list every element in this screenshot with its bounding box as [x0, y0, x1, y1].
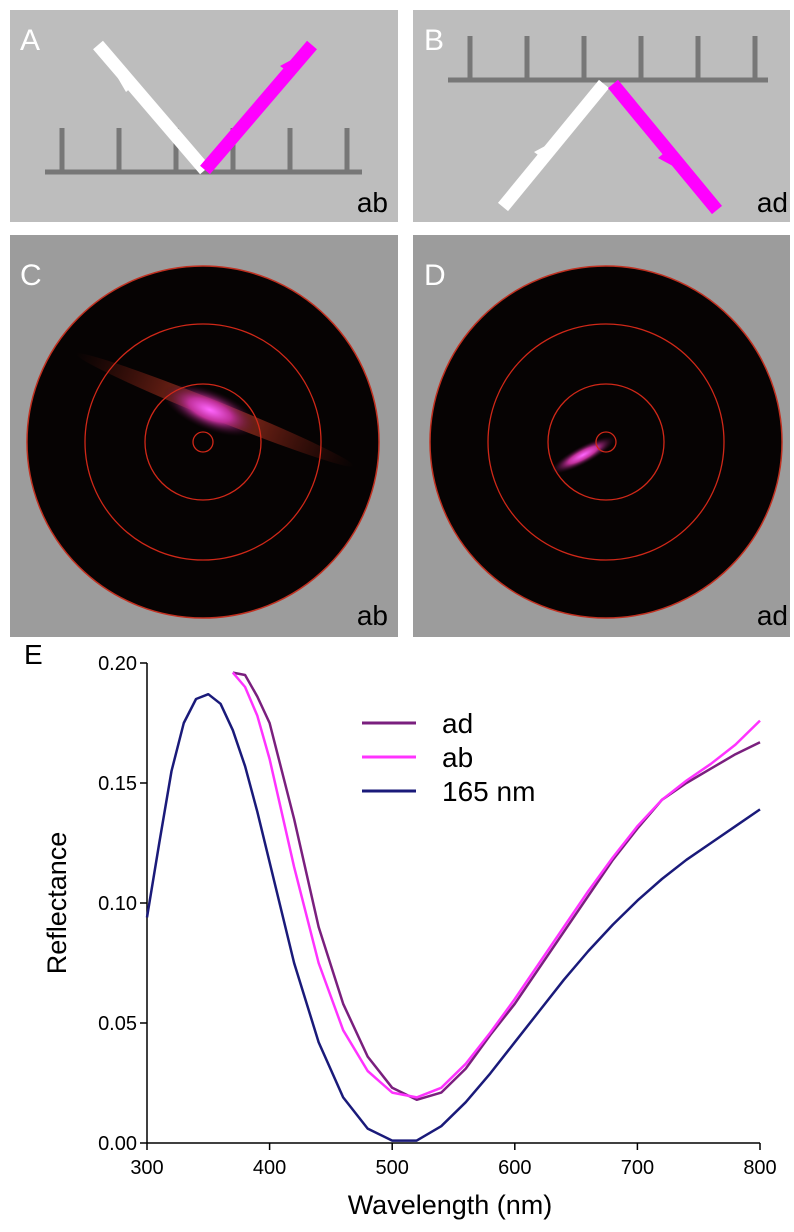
arrow	[534, 138, 560, 162]
y-tick-label: 0.05	[98, 1013, 137, 1035]
panel-b: B ad	[413, 10, 790, 222]
y-tick-label: 0.15	[98, 773, 137, 795]
panel-tag: ad	[757, 600, 788, 631]
panel-a: A ab	[10, 10, 398, 222]
y-tick-label: 0.10	[98, 893, 137, 915]
reflected-beam	[607, 79, 723, 215]
legend-label: ab	[442, 742, 473, 773]
panel-label: D	[424, 259, 446, 292]
grating	[45, 128, 362, 175]
series-line	[145, 692, 761, 1142]
x-tick-label: 400	[253, 1157, 286, 1179]
series-line	[232, 671, 761, 1102]
blob	[550, 436, 616, 474]
x-axis-label: Wavelength (nm)	[348, 1190, 553, 1220]
incident-beam	[93, 40, 210, 175]
panel-bg	[413, 10, 790, 222]
y-tick-label: 0.20	[98, 653, 137, 675]
panel-label: C	[20, 259, 42, 292]
panel-label: E	[24, 639, 43, 670]
arrow	[658, 148, 684, 172]
x-tick-label: 700	[621, 1157, 654, 1179]
panel-bg	[10, 10, 398, 222]
x-tick-label: 500	[376, 1157, 409, 1179]
panel-label: B	[424, 24, 444, 57]
series-line	[231, 671, 761, 1099]
arrow	[280, 52, 306, 76]
x-tick-label: 800	[743, 1157, 776, 1179]
grating	[448, 36, 768, 83]
rings	[487, 323, 725, 561]
blob	[163, 383, 257, 437]
panel-label: A	[20, 24, 40, 57]
arrow	[112, 68, 138, 92]
panel-tag: ab	[357, 187, 388, 218]
scatter-image	[26, 265, 380, 619]
rings	[84, 323, 322, 561]
panel-tag: ad	[757, 187, 788, 218]
y-tick-label: 0.00	[98, 1133, 137, 1155]
panel-tag: ab	[357, 600, 388, 631]
x-tick-label: 600	[498, 1157, 531, 1179]
legend-label: 165 nm	[442, 776, 535, 807]
panel-d: D ad	[413, 235, 790, 637]
y-axis-label: Reflectance	[42, 832, 72, 975]
x-tick-label: 300	[130, 1157, 163, 1179]
panel-c: C ab	[10, 235, 398, 637]
legend-label: ad	[442, 708, 473, 739]
